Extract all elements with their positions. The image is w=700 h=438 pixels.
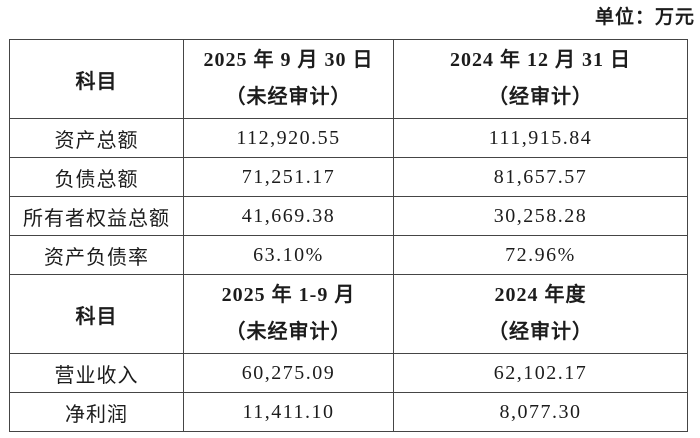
table-row-total-assets: 资产总额 112,920.55 111,915.84 — [9, 118, 688, 158]
header-current-period-date: 2025 年 1-9 月 — [221, 284, 356, 306]
row-label: 负债总额 — [9, 157, 184, 197]
header-current-period-cell: 2025 年 9 月 30 日 （未经审计） — [183, 39, 394, 119]
row-label: 营业收入 — [9, 353, 184, 393]
row-current-value: 71,251.17 — [183, 157, 394, 197]
header-prior-period-audit-status: （经审计） — [488, 321, 593, 343]
header-prior-period-date: 2024 年 12 月 31 日 — [450, 49, 631, 71]
table-row-operating-revenue: 营业收入 60,275.09 62,102.17 — [9, 353, 688, 393]
row-current-value: 11,411.10 — [183, 392, 394, 432]
header-subject-cell: 科目 — [9, 274, 184, 354]
row-label: 资产总额 — [9, 118, 184, 158]
table-row-total-liabilities: 负债总额 71,251.17 81,657.57 — [9, 157, 688, 197]
header-current-period-cell: 2025 年 1-9 月 （未经审计） — [183, 274, 394, 354]
row-label: 所有者权益总额 — [9, 196, 184, 236]
header-prior-period-cell: 2024 年 12 月 31 日 （经审计） — [393, 39, 688, 119]
balance-sheet-header-row: 科目 2025 年 9 月 30 日 （未经审计） 2024 年 12 月 31… — [9, 39, 688, 119]
row-prior-value: 8,077.30 — [393, 392, 688, 432]
header-current-period-audit-status: （未经审计） — [225, 321, 352, 343]
row-label: 净利润 — [9, 392, 184, 432]
table-row-net-profit: 净利润 11,411.10 8,077.30 — [9, 392, 688, 432]
header-prior-period-cell: 2024 年度 （经审计） — [393, 274, 688, 354]
header-current-period-date: 2025 年 9 月 30 日 — [203, 49, 374, 71]
unit-label: 单位：万元 — [594, 7, 695, 28]
row-label: 资产负债率 — [9, 235, 184, 275]
income-statement-header-row: 科目 2025 年 1-9 月 （未经审计） 2024 年度 （经审计） — [9, 274, 688, 354]
table-row-debt-ratio: 资产负债率 63.10% 72.96% — [9, 235, 688, 275]
header-current-period-audit-status: （未经审计） — [225, 86, 352, 108]
header-prior-period-audit-status: （经审计） — [488, 86, 593, 108]
row-current-value: 60,275.09 — [183, 353, 394, 393]
row-prior-value: 30,258.28 — [393, 196, 688, 236]
row-prior-value: 111,915.84 — [393, 118, 688, 158]
row-prior-value: 81,657.57 — [393, 157, 688, 197]
table-row-total-owners-equity: 所有者权益总额 41,669.38 30,258.28 — [9, 196, 688, 236]
row-prior-value: 62,102.17 — [393, 353, 688, 393]
row-current-value: 41,669.38 — [183, 196, 394, 236]
header-prior-period-date: 2024 年度 — [494, 284, 587, 306]
financial-summary-table: 科目 2025 年 9 月 30 日 （未经审计） 2024 年 12 月 31… — [9, 39, 688, 432]
row-prior-value: 72.96% — [393, 235, 688, 275]
header-subject-cell: 科目 — [9, 39, 184, 119]
row-current-value: 112,920.55 — [183, 118, 394, 158]
row-current-value: 63.10% — [183, 235, 394, 275]
